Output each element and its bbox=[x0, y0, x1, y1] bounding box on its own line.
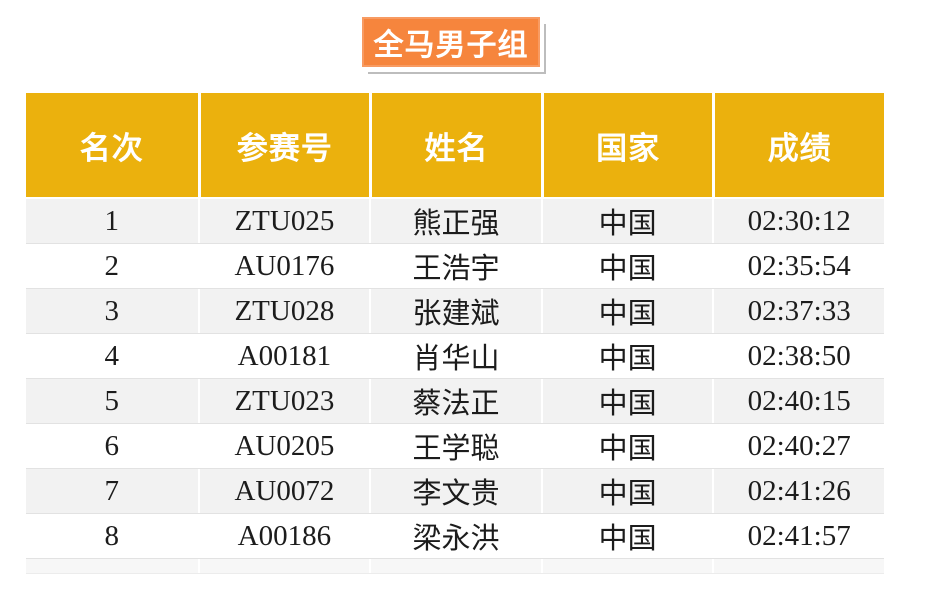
cell-rank: 5 bbox=[104, 384, 120, 417]
cell-rank: 2 bbox=[104, 249, 120, 282]
cell-rank: 7 bbox=[104, 474, 120, 507]
header-cell-bib: 参赛号 bbox=[197, 93, 370, 197]
cell-rank: 6 bbox=[104, 429, 120, 462]
header-cell-name: 姓名 bbox=[369, 93, 541, 197]
cell-name: 肖华山 bbox=[369, 334, 541, 378]
table-row: 5 ZTU023 蔡法正 中国 02:40:15 bbox=[26, 379, 884, 424]
cell-name: 蔡法正 bbox=[369, 379, 541, 423]
cell-name: 熊正强 bbox=[369, 199, 541, 243]
cell-country: 中国 bbox=[540, 469, 713, 513]
cell-country: 中国 bbox=[540, 334, 713, 378]
cell-bib: A00186 bbox=[197, 514, 370, 558]
table-row: 6 AU0205 王学聪 中国 02:40:27 bbox=[26, 424, 884, 469]
table-row-partial bbox=[26, 559, 884, 574]
cell-rank: 8 bbox=[104, 519, 120, 552]
header-cell-rank: 名次 bbox=[26, 93, 198, 197]
cell-time: 02:40:27 bbox=[712, 424, 884, 468]
group-title-label: 全马男子组 bbox=[373, 29, 529, 62]
cell-country: 中国 bbox=[540, 199, 713, 243]
cell-name: 王浩宇 bbox=[369, 244, 541, 288]
cell-rank: 4 bbox=[104, 339, 120, 372]
cell-country: 中国 bbox=[540, 379, 713, 423]
table-row: 8 A00186 梁永洪 中国 02:41:57 bbox=[26, 514, 884, 559]
cell-bib: AU0176 bbox=[197, 244, 370, 288]
cell-rank: 3 bbox=[104, 294, 120, 327]
cell-bib: A00181 bbox=[197, 334, 370, 378]
cell-country: 中国 bbox=[540, 244, 713, 288]
cell-time: 02:37:33 bbox=[712, 289, 884, 333]
table-row: 7 AU0072 李文贵 中国 02:41:26 bbox=[26, 469, 884, 514]
cell-time: 02:40:15 bbox=[712, 379, 884, 423]
group-title-badge: 全马男子组 bbox=[362, 17, 540, 67]
cell-time: 02:35:54 bbox=[712, 244, 884, 288]
cell-bib: AU0072 bbox=[197, 469, 370, 513]
header-cell-time: 成绩 bbox=[712, 93, 884, 197]
table-row: 3 ZTU028 张建斌 中国 02:37:33 bbox=[26, 289, 884, 334]
cell-time: 02:41:57 bbox=[712, 514, 884, 558]
cell-country: 中国 bbox=[540, 424, 713, 468]
cell-bib: AU0205 bbox=[197, 424, 370, 468]
table-row: 2 AU0176 王浩宇 中国 02:35:54 bbox=[26, 244, 884, 289]
cell-bib: ZTU025 bbox=[197, 199, 370, 243]
cell-name: 王学聪 bbox=[369, 424, 541, 468]
cell-rank: 1 bbox=[104, 204, 120, 237]
table-header-row: 名次 参赛号 姓名 国家 成绩 bbox=[26, 93, 884, 197]
table-row: 4 A00181 肖华山 中国 02:38:50 bbox=[26, 334, 884, 379]
table-row: 1 ZTU025 熊正强 中国 02:30:12 bbox=[26, 199, 884, 244]
cell-time: 02:41:26 bbox=[712, 469, 884, 513]
cell-name: 张建斌 bbox=[369, 289, 541, 333]
cell-name: 梁永洪 bbox=[369, 514, 541, 558]
results-table: 名次 参赛号 姓名 国家 成绩 1 ZTU025 熊正强 中国 02:30:12… bbox=[26, 93, 884, 574]
cell-bib: ZTU023 bbox=[197, 379, 370, 423]
cell-name: 李文贵 bbox=[369, 469, 541, 513]
header-cell-country: 国家 bbox=[540, 93, 713, 197]
cell-time: 02:38:50 bbox=[712, 334, 884, 378]
cell-bib: ZTU028 bbox=[197, 289, 370, 333]
cell-country: 中国 bbox=[540, 289, 713, 333]
cell-country: 中国 bbox=[540, 514, 713, 558]
cell-time: 02:30:12 bbox=[712, 199, 884, 243]
